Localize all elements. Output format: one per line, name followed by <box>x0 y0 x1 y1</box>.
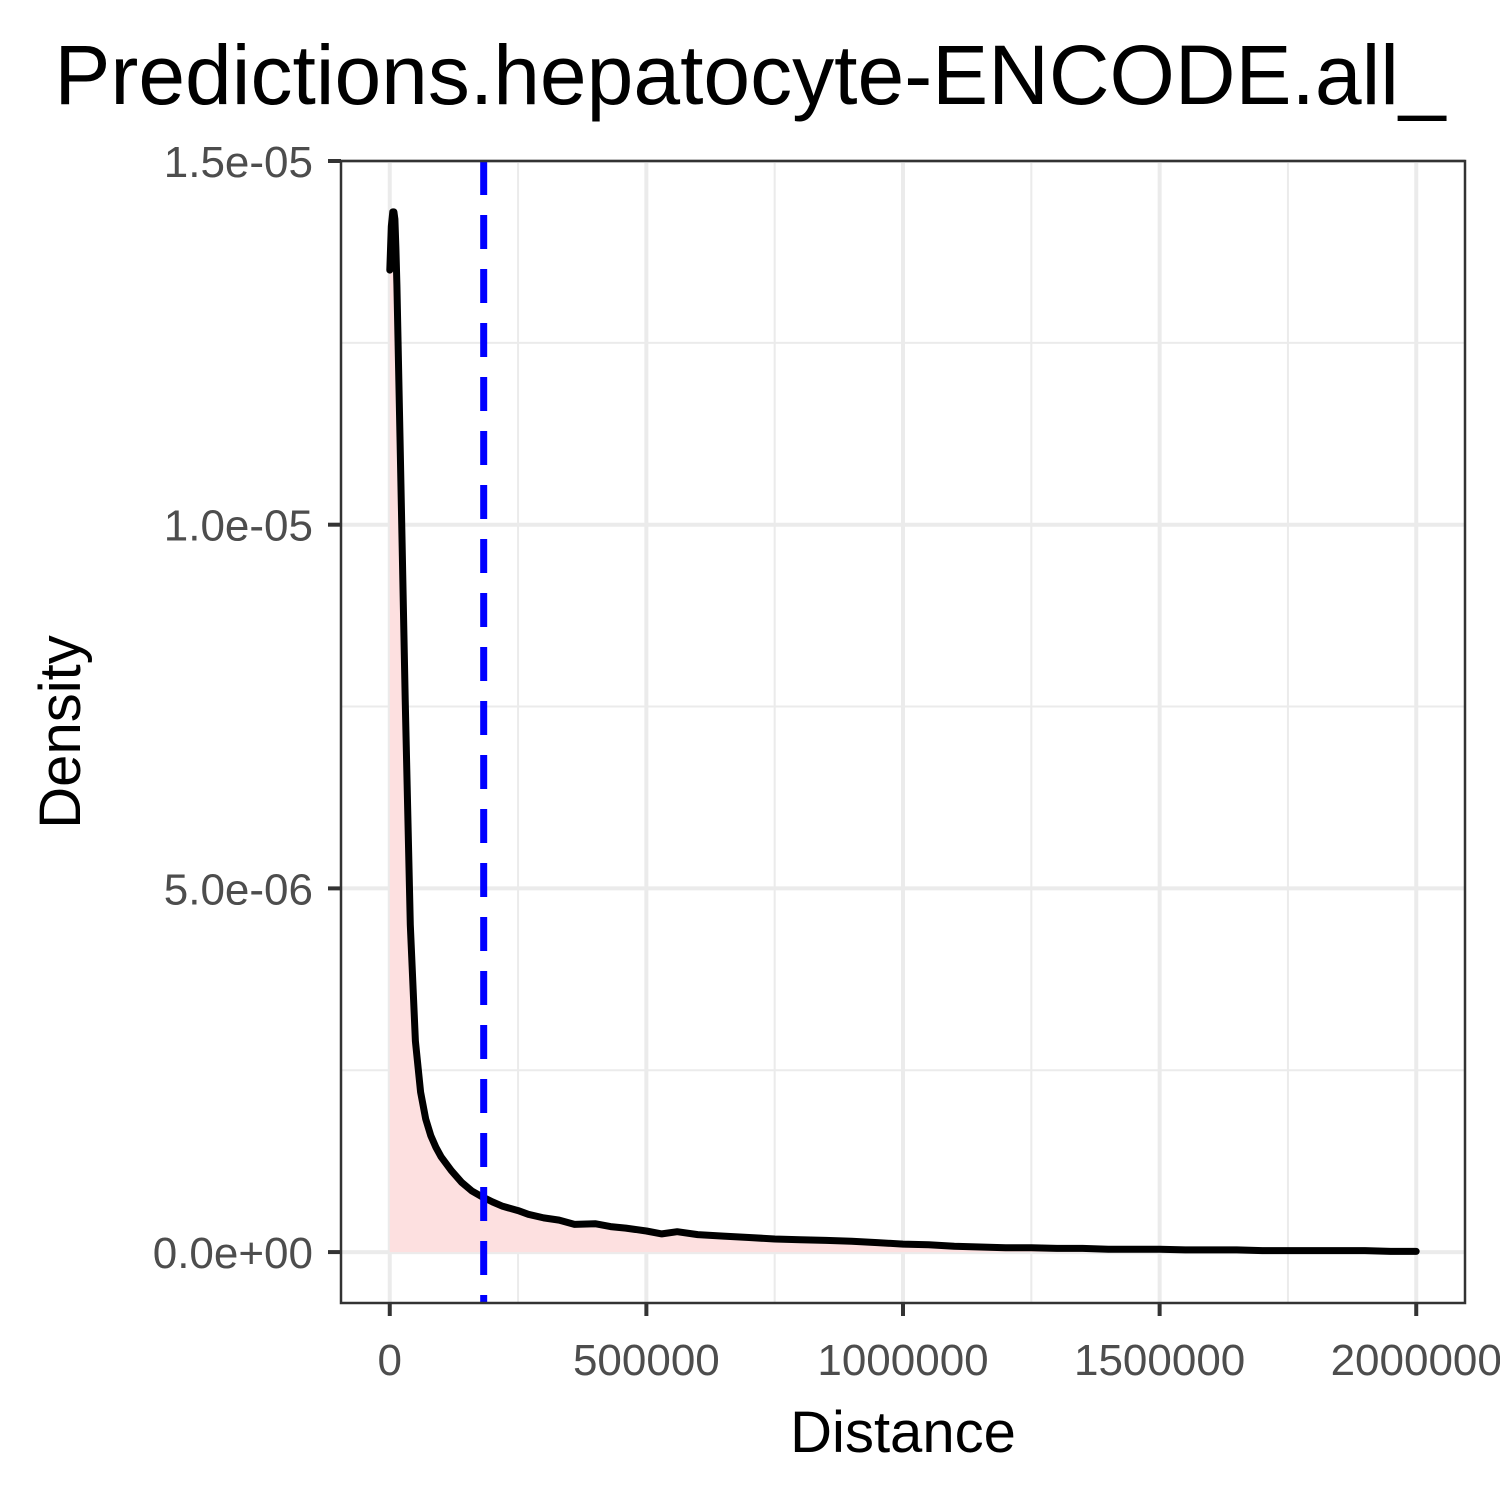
y-tick-label: 1.5e-05 <box>164 138 313 187</box>
y-axis-title: Density <box>28 635 93 828</box>
x-tick-label: 0 <box>378 1336 402 1385</box>
y-tick-label: 0.0e+00 <box>153 1229 313 1278</box>
y-tick-label: 1.0e-05 <box>164 502 313 551</box>
x-tick-label: 500000 <box>573 1336 720 1385</box>
x-axis-title: Distance <box>790 1400 1016 1465</box>
density-line <box>386 208 1420 1255</box>
data-layer <box>386 161 1420 1303</box>
x-tick-label: 1000000 <box>817 1336 988 1385</box>
chart-title: Predictions.hepatocyte-ENCODE.all_ <box>54 28 1447 122</box>
axes: 0 500000 1000000 1500000 2000000 0.0e+00 5.0e-… <box>153 138 1500 1385</box>
grid-lines <box>341 159 1465 1303</box>
x-tick-label: 1500000 <box>1074 1336 1245 1385</box>
x-tick-label: 2000000 <box>1331 1336 1500 1385</box>
y-tick-label: 5.0e-06 <box>164 865 313 914</box>
